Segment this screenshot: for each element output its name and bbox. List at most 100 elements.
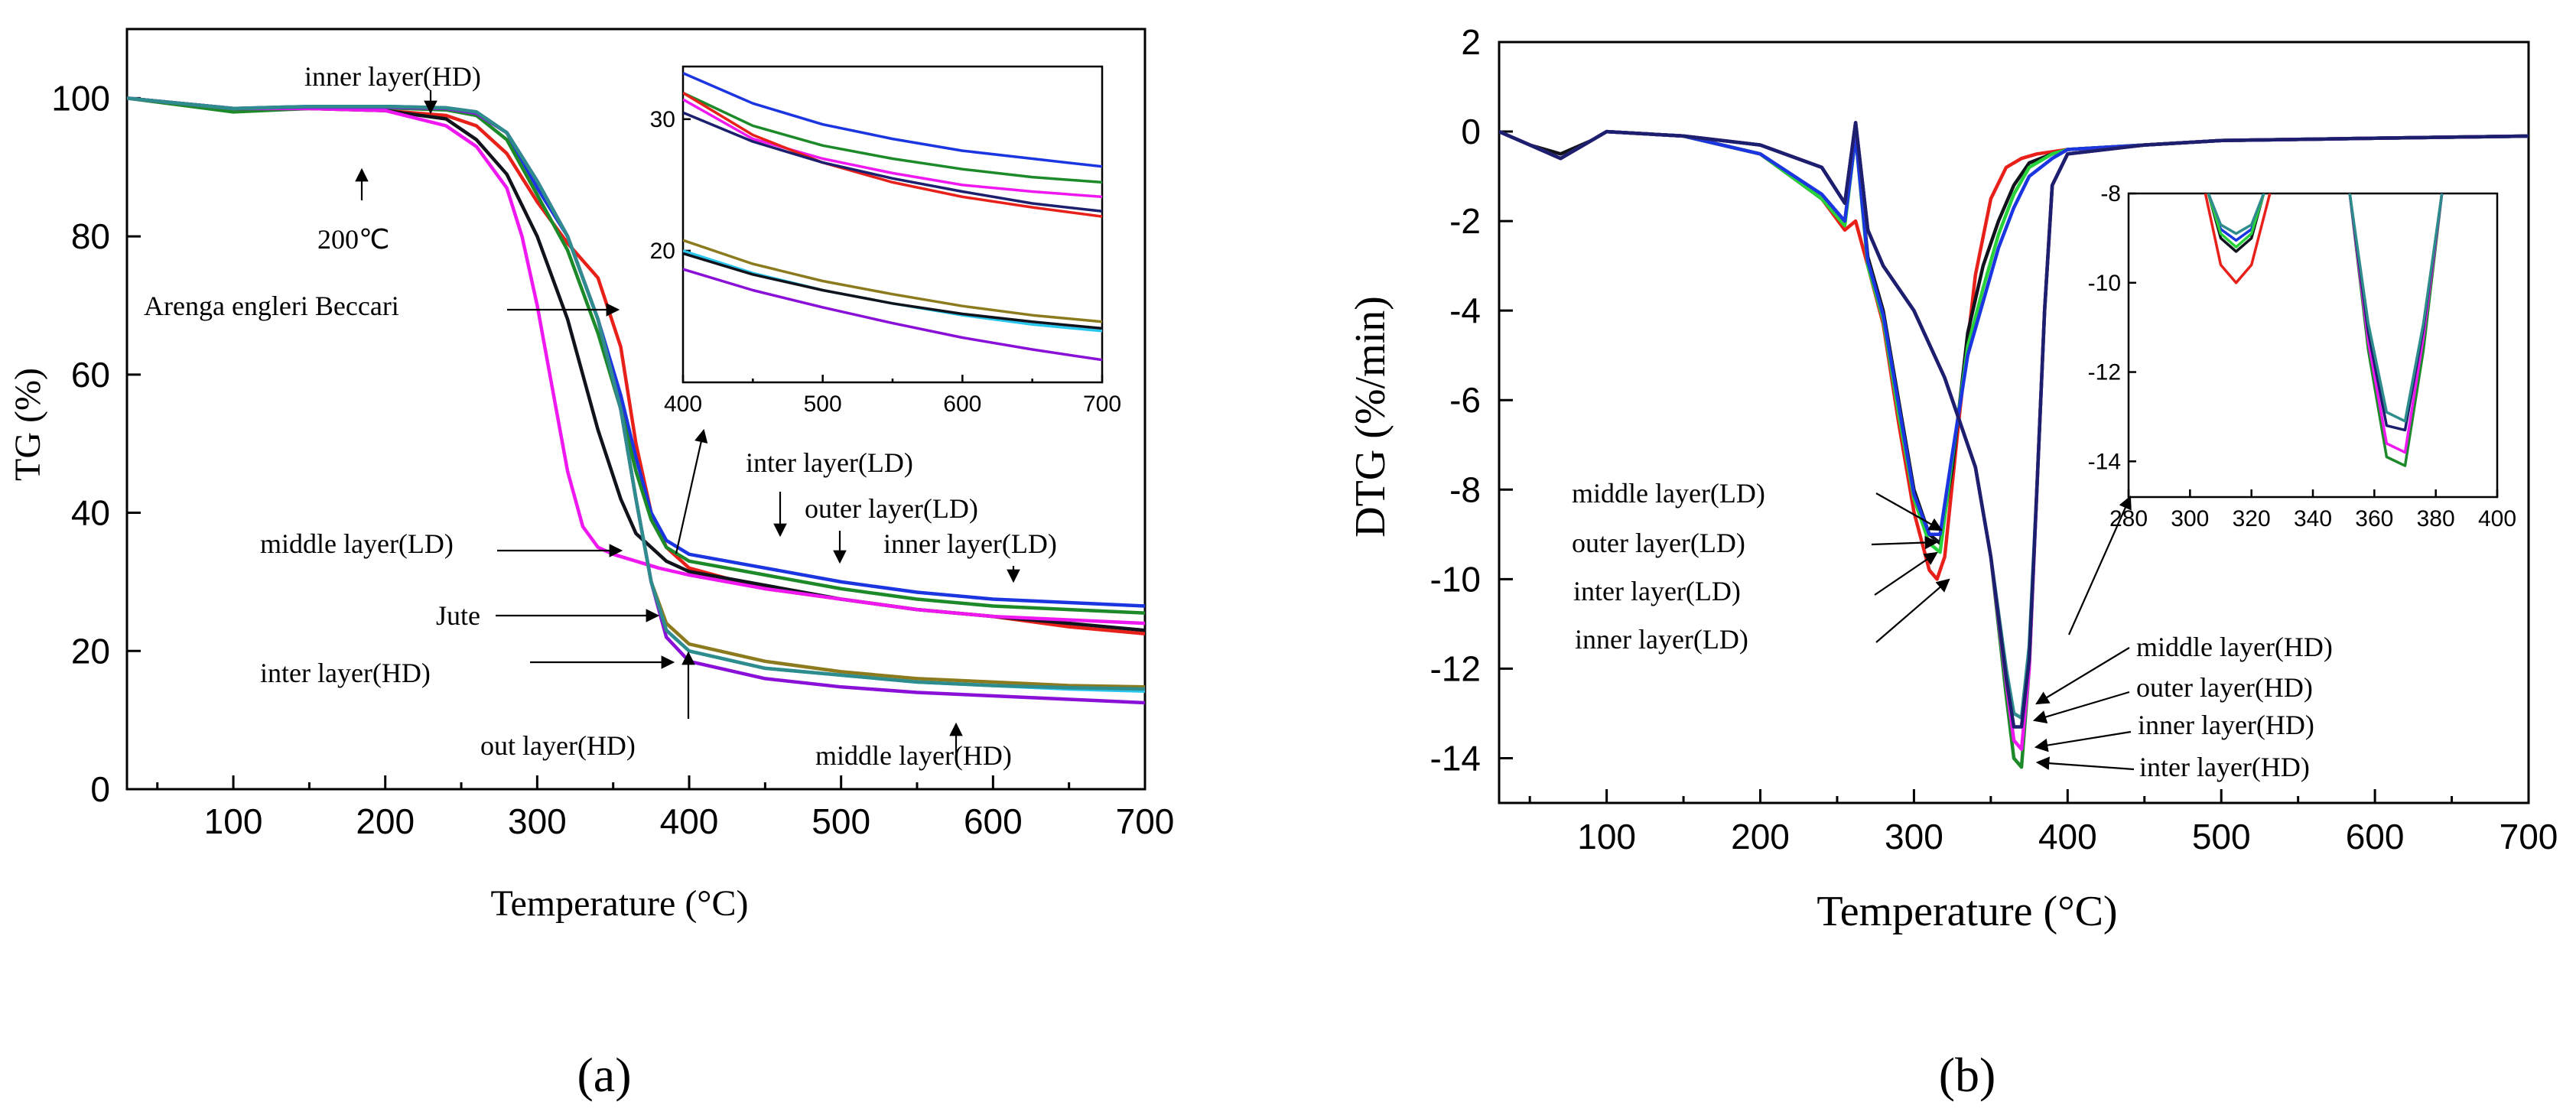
panel-b-inset-x-tick-label: 400	[2478, 506, 2516, 531]
panel-a-inset-series-navy-line	[683, 111, 1102, 213]
panel-a-y-tick-label: 80	[71, 216, 110, 256]
panel-b-inset-x-tick-label: 280	[2109, 506, 2148, 531]
panel-b-inset-x-tick-label: 380	[2417, 506, 2455, 531]
panel-b-y-tick-label: -2	[1449, 201, 1481, 241]
annotation-b-inter-layer-hd: inter layer(HD)	[2139, 752, 2310, 782]
panel-a-series-magenta-line	[127, 96, 1145, 626]
panel-b-x-axis-label: Temperature (°C)	[1817, 888, 2117, 935]
panel-b-series-magenta-line	[1499, 121, 2529, 752]
panel-b-inset-x-tick-label: 340	[2294, 506, 2332, 531]
panel-b-x-tick-label: 100	[1577, 817, 1636, 856]
annotation-a-inter-layer-hd: inter layer(HD)	[260, 658, 431, 688]
panel-a-inset-series-magenta-line	[683, 98, 1102, 199]
annotation-b-inner-layer-ld: inner layer(LD)	[1575, 624, 1748, 655]
annotation-a-inter-layer-ld: inter layer(LD)	[746, 447, 913, 478]
panel-b-y-axis-label: DTG (%/min)	[1347, 296, 1394, 538]
annotation-arrow	[2067, 495, 2132, 635]
panel-b-x-tick-label: 600	[2346, 817, 2405, 856]
panel-a-y-tick-label: 40	[71, 493, 110, 533]
annotation-a-200c: 200℃	[317, 224, 389, 255]
panel-b-x-tick-label: 200	[1731, 817, 1790, 856]
panel-a-inset-series-olive-line	[683, 239, 1102, 323]
panel-a-y-tick-label: 100	[51, 78, 110, 118]
panel-b-y-tick-label: -8	[1449, 470, 1481, 509]
panel-a-inset-series-purple-line	[683, 268, 1102, 362]
panel-a-inset-x-tick-label: 700	[1083, 392, 1121, 417]
panel-b-dtg-chart: 280 300 320 340 360 380 400 -14 -12 -10 -8 100 200 3…	[1430, 22, 2558, 856]
panel-b-y-tick-label: -6	[1449, 380, 1481, 420]
panel-b-label: (b)	[1939, 1048, 1996, 1102]
panel-a-x-tick-label: 700	[1116, 801, 1175, 841]
panel-b-inset-y-tick-label: -10	[2088, 271, 2121, 296]
annotation-arrow	[675, 428, 708, 554]
annotation-a-arenga: Arenga engleri Beccari	[144, 291, 399, 321]
panel-a-inset-plot-frame	[681, 65, 1104, 384]
annotation-arrow	[1875, 578, 1950, 643]
panel-b-inset-plot-frame	[2127, 192, 2499, 499]
panel-b-y-tick-label: 2	[1461, 22, 1481, 62]
panel-b-y-tick-label: -12	[1430, 648, 1481, 688]
panel-b-x-tick-label: 700	[2500, 817, 2558, 856]
panel-a-x-tick-label: 500	[812, 801, 870, 841]
panel-a-x-tick-label: 200	[356, 801, 415, 841]
annotation-arrows	[355, 90, 2135, 771]
panel-a-tg-chart: 400 500 600 700 20 30 100 200 300 400 500 600 700 0 2…	[51, 28, 1175, 841]
annotation-a-outer-layer-ld: outer layer(LD)	[805, 493, 978, 524]
panel-b-inset-x-tick-label: 320	[2233, 506, 2271, 531]
panel-a-inset-x-tick-label: 600	[943, 392, 981, 417]
panel-a-inset-series-red-line	[683, 91, 1102, 218]
annotation-b-middle-layer-ld: middle layer(LD)	[1572, 478, 1765, 509]
annotation-arrow	[2035, 756, 2135, 771]
annotation-b-inter-layer-ld: inter layer(LD)	[1573, 576, 1741, 606]
annotation-a-out-layer-hd: out layer(HD)	[480, 730, 636, 761]
panel-a-x-tick-label: 400	[660, 801, 719, 841]
panel-a-x-tick-label: 600	[964, 801, 1023, 841]
panel-b-inset-x-tick-label: 300	[2171, 506, 2209, 531]
panel-a-x-axis-label: Temperature (°C)	[490, 883, 748, 924]
annotation-b-inner-layer-hd: inner layer(HD)	[2138, 710, 2314, 740]
panel-a-y-tick-label: 0	[90, 769, 110, 809]
panel-b-series-navy-line	[1499, 121, 2529, 729]
panel-b-inset-series-red-line	[2204, 193, 2272, 284]
panel-a-inset-x-tick-label: 500	[804, 392, 842, 417]
annotation-arrow	[2035, 647, 2130, 705]
panel-b-inset-x-tick-label: 360	[2355, 506, 2393, 531]
panel-a-plot-frame	[125, 28, 1147, 791]
annotation-b-middle-layer-hd: middle layer(HD)	[2136, 632, 2333, 662]
annotation-a-jute: Jute	[436, 600, 480, 631]
panel-b-inset-y-tick-label: -12	[2088, 360, 2121, 385]
panel-b-x-tick-label: 300	[1885, 817, 1943, 856]
panel-a-inset-series-green-line	[683, 91, 1102, 184]
panel-b-y-tick-label: 0	[1461, 112, 1481, 151]
panel-b-inset: 280 300 320 340 360 380 400 -14 -12 -10 -8	[2088, 181, 2516, 531]
panel-b-inset-series-teal-line	[2207, 193, 2265, 236]
panel-b-x-tick-label: 500	[2192, 817, 2251, 856]
panel-a-y-tick-label: 20	[71, 631, 110, 671]
annotation-arrow	[1874, 551, 1938, 596]
panel-a-x-tick-label: 300	[508, 801, 567, 841]
panel-b-x-tick-label: 400	[2038, 817, 2097, 856]
panel-a-inset-y-tick-label: 30	[650, 107, 675, 132]
annotation-arrow	[1875, 492, 1943, 531]
panel-a-inset-series-blue-line	[683, 71, 1102, 168]
annotation-a-inner-layer-ld: inner layer(LD)	[883, 528, 1057, 559]
panel-a-x-tick-label: 100	[204, 801, 263, 841]
panel-a-inset: 400 500 600 700 20 30	[650, 65, 1121, 417]
panel-b-inset-series-lime-line	[2207, 193, 2265, 249]
panel-b-inset-series-teal-line	[2348, 193, 2444, 423]
panel-b-plot-frame	[1498, 41, 2530, 804]
panel-b-y-tick-label: -10	[1430, 559, 1481, 599]
panel-b-series-green-line	[1499, 121, 2529, 769]
panel-a-inset-series-black-line	[683, 252, 1102, 330]
panel-b-y-tick-label: -4	[1449, 291, 1481, 330]
annotation-a-inner-layer-hd: inner layer(HD)	[304, 61, 481, 92]
annotation-arrow	[1871, 535, 1939, 550]
panel-b-inset-series-green-line	[2348, 193, 2444, 467]
panel-a-y-axis-label: TG (%)	[8, 368, 48, 481]
panel-b-y-tick-label: -14	[1430, 738, 1481, 778]
panel-a-y-tick-label: 60	[71, 355, 110, 395]
annotation-arrow	[2034, 730, 2132, 752]
annotation-a-middle-layer-ld: middle layer(LD)	[260, 528, 454, 559]
annotation-arrow	[2032, 691, 2130, 724]
